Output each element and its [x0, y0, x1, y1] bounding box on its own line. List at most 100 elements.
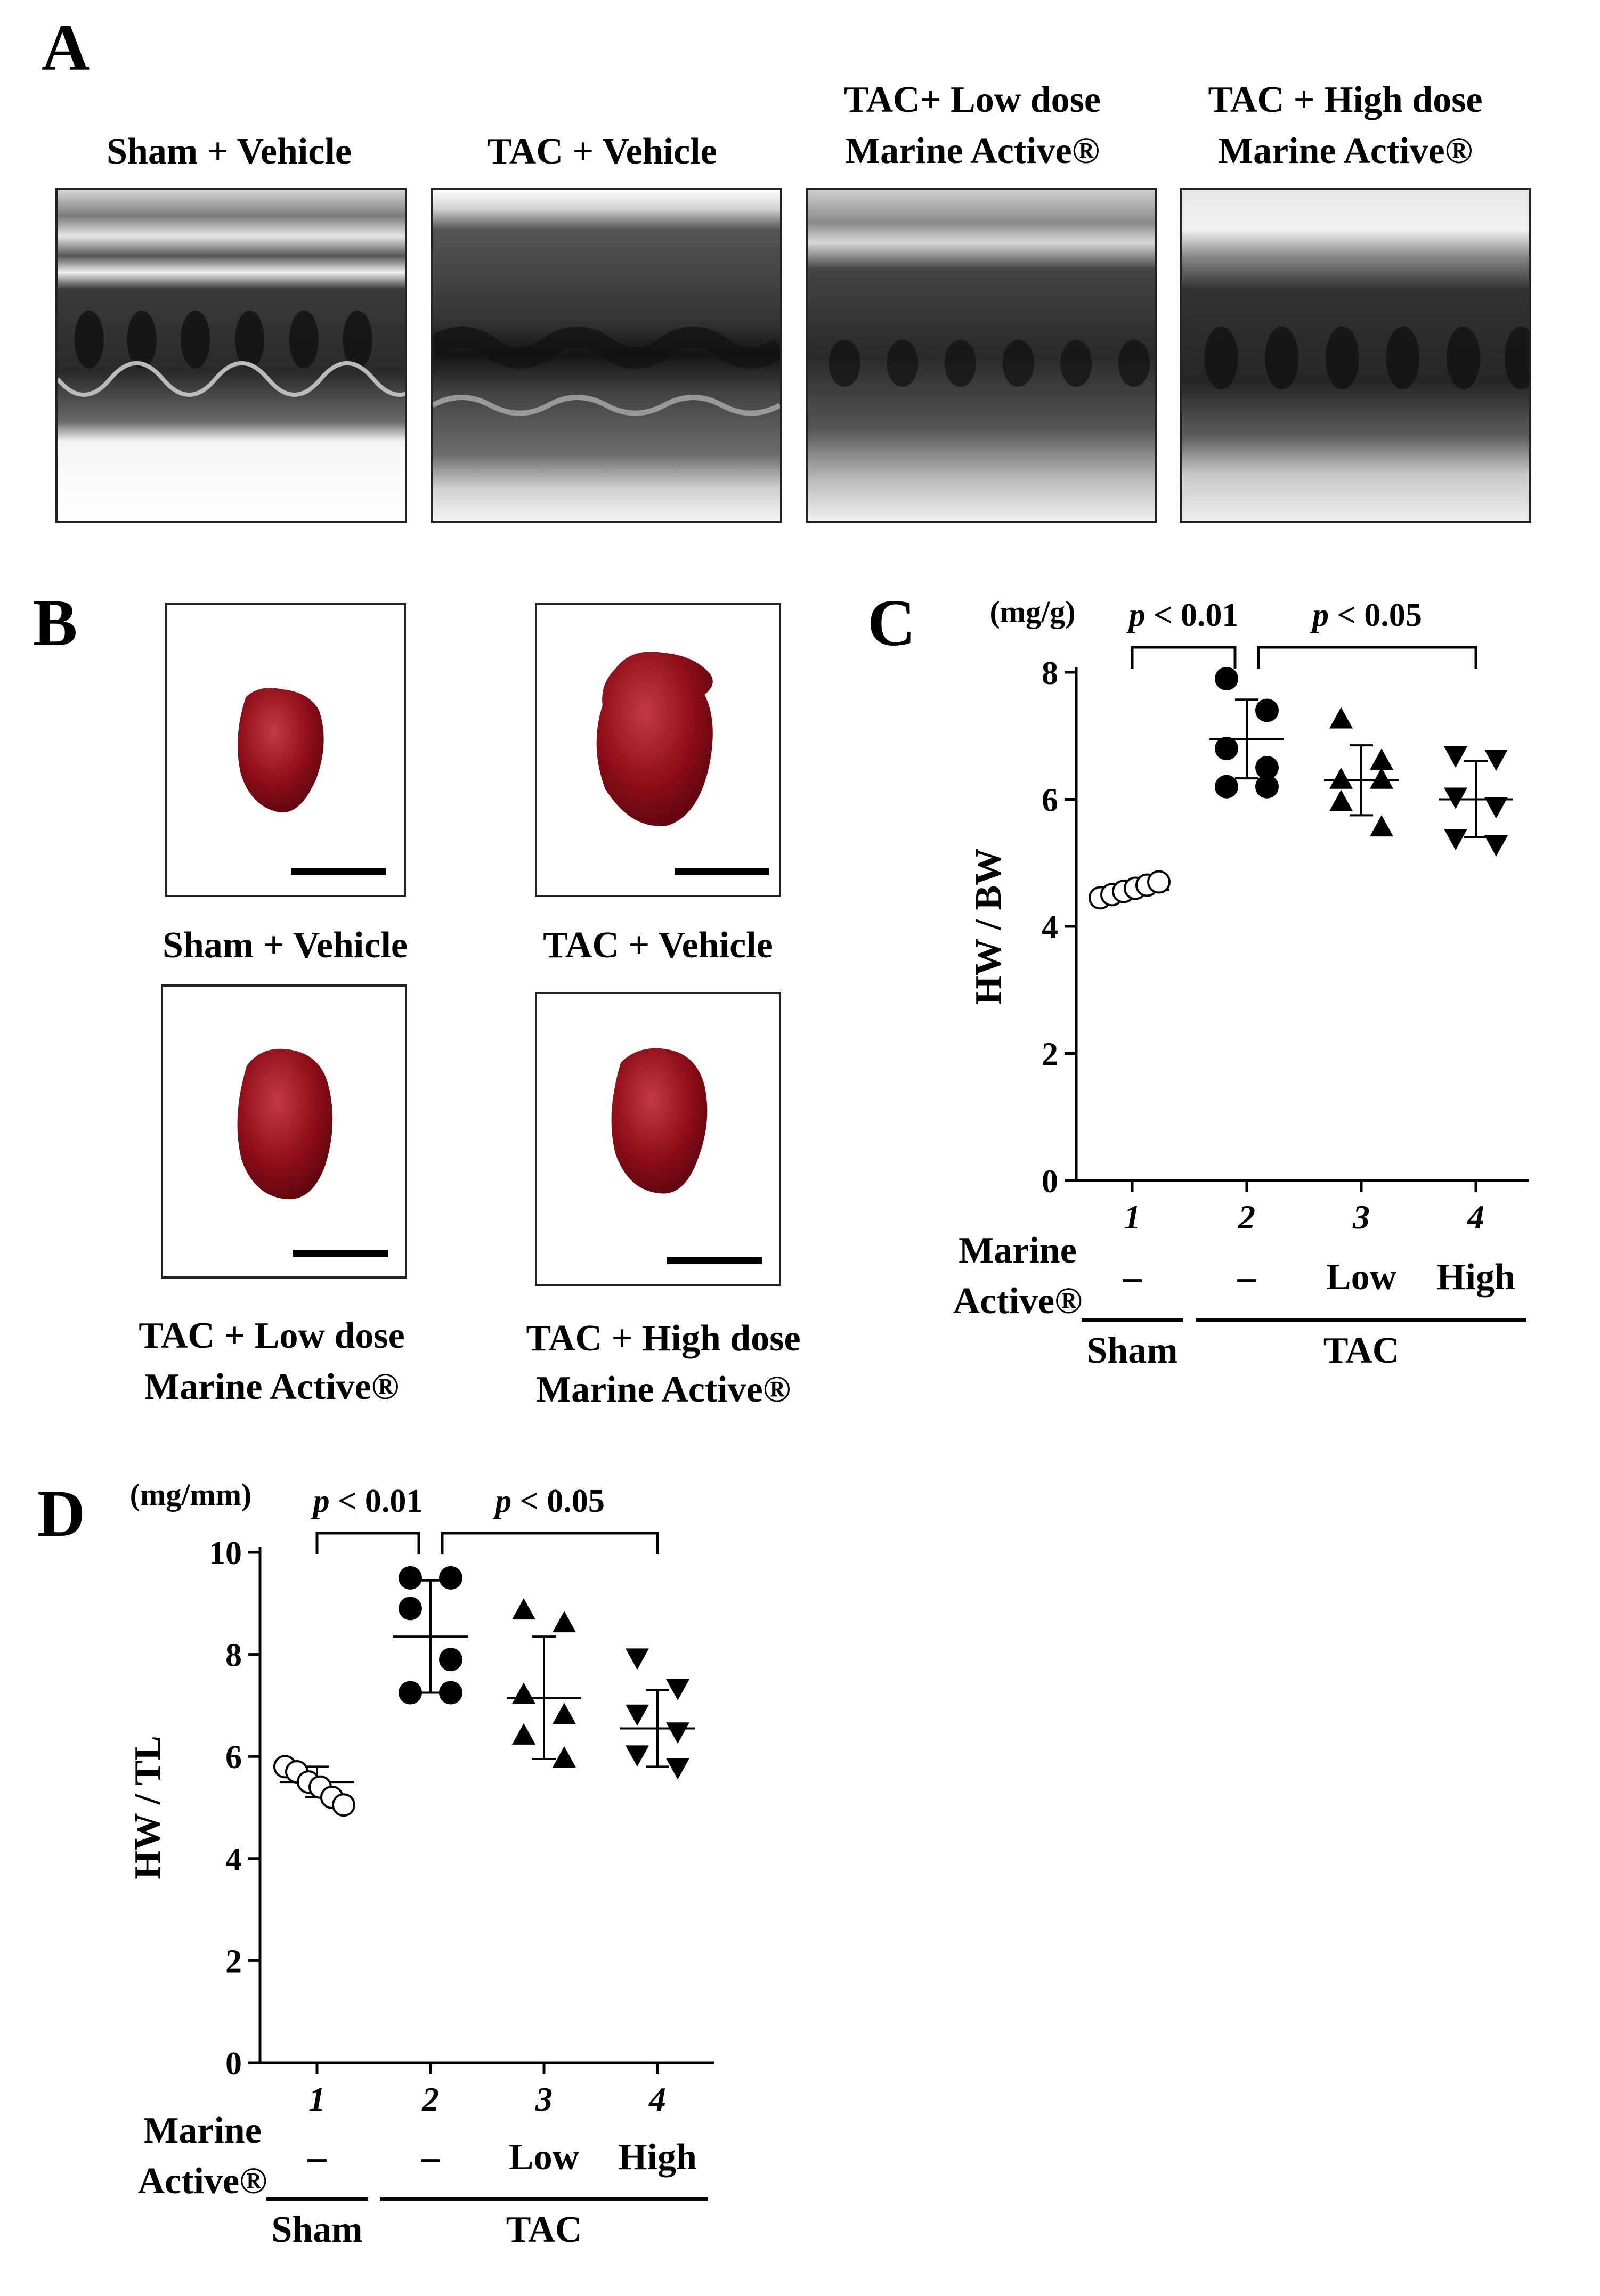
x-tick-label: 2 [421, 2080, 439, 2118]
data-point-triangle-up [1329, 767, 1353, 789]
data-point-triangle-up [1370, 767, 1393, 789]
echo-label-tac-high: TAC + High dose Marine Active® [1172, 75, 1518, 177]
treatment-label: Low [1326, 1257, 1397, 1298]
data-point-circle [1215, 775, 1238, 799]
x-tick-label: 4 [1467, 1198, 1484, 1236]
heart-tac-high [611, 1048, 708, 1194]
y-tick-label: 8 [225, 1638, 242, 1674]
heart-tac [596, 652, 713, 826]
data-point-circle [439, 1648, 462, 1672]
data-point-triangle-down [1444, 746, 1467, 768]
data-point-circle [1215, 737, 1238, 761]
heart-label-tac-vehicle: TAC + Vehicle [543, 925, 773, 966]
data-point-triangle-down [666, 1679, 689, 1700]
y-axis-label: HW / BW [968, 848, 1009, 1005]
heart-label-tac-low-line2: Marine Active® [144, 1366, 399, 1407]
data-point-circle [399, 1681, 422, 1705]
data-point-circle [1255, 775, 1279, 799]
scale-bar [667, 1257, 762, 1264]
echo-label-tac-low-line1: TAC+ Low dose [844, 79, 1101, 120]
heart-tac-low [237, 1048, 333, 1200]
scale-bar [675, 868, 769, 875]
group-label: TAC [1323, 1330, 1400, 1371]
treatment-label: High [618, 2137, 697, 2178]
y-tick-label: 8 [1042, 655, 1058, 691]
x-tick-label: 2 [1238, 1198, 1255, 1236]
heart-sham [237, 688, 324, 813]
significance-bracket [315, 1532, 420, 1554]
data-point-circle [399, 1566, 422, 1590]
data-point-triangle-down [666, 1722, 689, 1744]
heart-image-tac-high [535, 992, 781, 1286]
significance-bracket [1257, 646, 1477, 669]
group-label: TAC [506, 2209, 582, 2250]
y-axis-label: HW / TL [127, 1736, 168, 1879]
scale-bar [293, 1250, 388, 1257]
heart-label-tac-low: TAC + Low dose Marine Active® [96, 1310, 448, 1413]
data-point-triangle-up [553, 1611, 576, 1633]
y-tick-label: 6 [225, 1739, 242, 1776]
data-point-triangle-down [626, 1704, 649, 1726]
data-point-triangle-up [1370, 748, 1393, 770]
significance-label: p < 0.01 [311, 1483, 423, 1519]
significance-label: p < 0.01 [1126, 597, 1239, 633]
echo-label-tac-low-line2: Marine Active® [845, 131, 1100, 172]
data-point-triangle-down [1484, 797, 1508, 819]
data-point-triangle-down [1484, 749, 1508, 771]
group-label: Sham [271, 2209, 362, 2250]
echo-mmode-tac-low [808, 190, 1155, 521]
data-point-circle [439, 1566, 462, 1590]
data-point-open-circle [332, 1793, 355, 1817]
x-tick-label: 1 [308, 2080, 326, 2118]
significance-label: p < 0.05 [492, 1483, 605, 1519]
echo-label-tac-high-line2: Marine Active® [1218, 131, 1473, 172]
data-point-circle [399, 1597, 422, 1621]
data-point-triangle-up [512, 1723, 535, 1745]
data-point-open-circle [1147, 870, 1171, 894]
heart-label-sham-vehicle: Sham + Vehicle [163, 925, 408, 966]
significance-label: p < 0.05 [1310, 597, 1422, 633]
y-tick-label: 2 [1042, 1037, 1058, 1073]
panel-letter-d: D [37, 1477, 86, 1551]
group-label: Sham [1086, 1330, 1177, 1371]
data-point-triangle-up [1329, 707, 1353, 729]
y-axis-unit: (mg/g) [989, 595, 1075, 629]
treatment-label: High [1436, 1257, 1515, 1298]
heart-image-sham-vehicle [165, 603, 406, 897]
data-point-triangle-down [1444, 829, 1467, 851]
x-tick-label: 4 [648, 2080, 666, 2118]
data-point-circle [1255, 755, 1279, 779]
y-tick-label: 0 [225, 2046, 242, 2082]
heart-label-tac-high-line2: Marine Active® [536, 1369, 791, 1410]
row-label-active: Active® [138, 2161, 267, 2202]
echo-image-tac-vehicle [431, 188, 782, 523]
echo-label-tac-low: TAC+ Low dose Marine Active® [799, 75, 1146, 177]
treatment-label: Low [509, 2137, 580, 2178]
data-point-triangle-up [512, 1682, 535, 1704]
x-tick-label: 3 [1352, 1198, 1370, 1236]
treatment-label: – [307, 2137, 327, 2178]
echo-mmode-sham [58, 190, 405, 521]
data-point-triangle-up [553, 1703, 576, 1724]
y-tick-label: 6 [1042, 783, 1058, 819]
y-axis-unit: (mg/mm) [130, 1477, 252, 1512]
row-label-active: Active® [953, 1281, 1083, 1322]
y-tick-label: 0 [1042, 1163, 1058, 1200]
data-point-circle [439, 1681, 462, 1705]
panel-letter-c: C [867, 587, 916, 660]
echo-label-tac-high-line1: TAC + High dose [1208, 79, 1483, 120]
y-tick-label: 4 [1042, 909, 1058, 946]
panel-letter-a: A [42, 11, 90, 85]
treatment-label: – [421, 2137, 441, 2178]
data-point-triangle-down [1484, 835, 1508, 857]
data-point-triangle-down [626, 1745, 649, 1767]
echo-mmode-tac [433, 190, 780, 521]
y-tick-label: 10 [209, 1535, 242, 1572]
x-tick-label: 3 [535, 2080, 553, 2118]
heart-label-tac-low-line1: TAC + Low dose [139, 1315, 405, 1356]
heart-label-tac-high: TAC + High dose Marine Active® [488, 1313, 839, 1415]
row-label-marine: Marine [959, 1230, 1077, 1271]
echo-image-tac-low [806, 188, 1157, 523]
